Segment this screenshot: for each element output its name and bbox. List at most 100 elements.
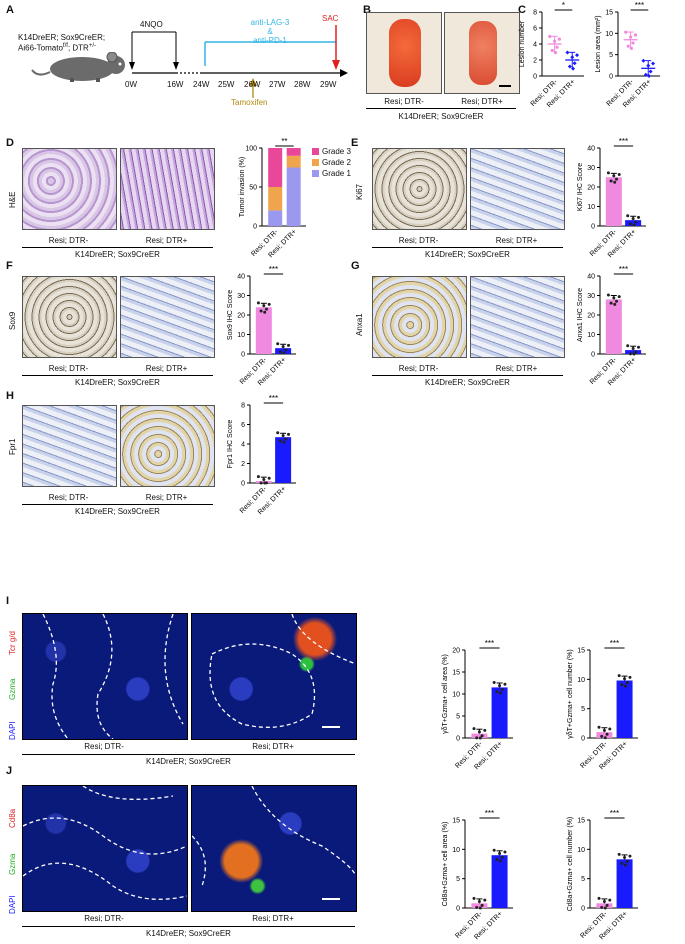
g-label-pos: Resi; DTR+ <box>495 364 538 373</box>
h-ytick-label: 6 <box>241 422 245 429</box>
c1-point <box>548 34 552 39</box>
i2-point <box>603 736 607 740</box>
i1-ytick-label: 5 <box>456 714 460 721</box>
c1-ytick-label: 0 <box>533 74 537 81</box>
d-bar-grade2 <box>286 155 301 168</box>
mouse-genotype-line2: Ai66-Tomatof/f; DTR+/- <box>18 43 96 53</box>
i2-point <box>605 732 609 736</box>
i2-point <box>602 728 606 732</box>
tick-0w: 0W <box>125 80 137 89</box>
e-sig-label: *** <box>619 137 628 146</box>
c1-ytick-label: 2 <box>533 58 537 65</box>
sac-label: SAC <box>322 14 339 23</box>
i2-point <box>628 675 632 679</box>
e-point <box>617 172 621 176</box>
h-point <box>262 477 266 481</box>
h-divider <box>22 504 213 505</box>
c2-point <box>626 44 630 48</box>
if-image-j-pos <box>191 785 357 912</box>
e-point <box>612 174 616 178</box>
f-point <box>287 343 291 347</box>
i2-point <box>625 681 629 685</box>
immuno-label-1: anti-LAG-3 <box>250 18 290 27</box>
he-image-pos <box>120 148 215 230</box>
i2-ytick-label: 10 <box>577 677 585 684</box>
e-ytick-label: 20 <box>587 185 595 192</box>
j1-point <box>475 906 479 910</box>
treatment-label: 4NQO <box>140 20 163 29</box>
i2-bar <box>616 680 633 738</box>
e-label-pos: Resi; DTR+ <box>495 236 538 245</box>
j1-ytick-label: 15 <box>452 818 460 825</box>
j-divider <box>22 926 355 927</box>
h-ytick-label: 2 <box>241 461 245 468</box>
c2-point <box>624 30 628 34</box>
tamoxifen-label: Tamoxifen <box>231 98 268 107</box>
c1-ytick-label: 8 <box>533 10 537 17</box>
h-ytick-label: 0 <box>241 481 245 488</box>
c1-point <box>571 66 576 71</box>
c2-point <box>648 69 653 74</box>
h-point <box>284 437 288 441</box>
j2-bar <box>616 859 633 908</box>
tick-25w: 25W <box>218 80 235 89</box>
d-bar-grade3 <box>268 148 283 187</box>
e-point <box>632 223 636 227</box>
c2-point <box>633 33 638 37</box>
i1-point <box>472 727 476 731</box>
tumor-photo-neg <box>366 12 442 94</box>
j1-point <box>503 850 507 854</box>
g-point <box>634 350 638 354</box>
h-point <box>259 481 263 485</box>
g-point <box>606 293 610 297</box>
c1-point <box>553 51 558 55</box>
j2-ylabel: Cd8a+Gzma+ cell number (%) <box>567 817 574 912</box>
immuno-label-2: & <box>267 27 273 36</box>
h-bar <box>275 437 292 483</box>
h-point <box>287 432 291 436</box>
legend-grade3: Grade 3 <box>322 147 351 156</box>
d-genotype: K14DreER; Sox9CreER <box>75 250 160 259</box>
j2-ytick-label: 0 <box>581 906 585 913</box>
j1-point <box>483 898 487 902</box>
if-image-i-pos <box>191 613 357 740</box>
i2-point <box>597 725 601 729</box>
d-label-neg: Resi; DTR- <box>48 236 89 245</box>
h-point <box>267 476 271 480</box>
panel-label-d: D <box>6 137 14 149</box>
i2-point <box>617 674 621 678</box>
panel-label-a: A <box>6 4 14 16</box>
f-divider <box>22 375 213 376</box>
anxa1-image-pos <box>470 276 565 358</box>
e-genotype: K14DreER; Sox9CreER <box>425 250 510 259</box>
f-point <box>263 310 267 314</box>
f-ytick-label: 30 <box>237 293 245 300</box>
j2-point <box>600 906 604 910</box>
j2-point <box>597 896 601 900</box>
h-label-neg: Resi; DTR- <box>48 493 89 502</box>
tick-26w: 26W <box>244 80 261 89</box>
i-divider <box>22 754 355 755</box>
c1-ytick-label: 4 <box>533 42 537 49</box>
i1-point <box>500 688 504 692</box>
i2-ytick-label: 0 <box>581 736 585 743</box>
d-bar-grade1 <box>286 167 301 226</box>
e-ytick-label: 0 <box>591 224 595 231</box>
f-bar <box>275 348 292 354</box>
g-bar <box>605 299 622 354</box>
i1-point <box>498 691 502 695</box>
e-ytick-label: 40 <box>587 146 595 153</box>
g-point <box>631 347 635 351</box>
legend-grade2: Grade 2 <box>322 158 351 167</box>
f-ytick-label: 0 <box>241 352 245 359</box>
i2-bar <box>596 732 613 738</box>
c2-point <box>647 74 652 78</box>
e-ylabel: Ki67 IHC Score <box>577 163 584 211</box>
d-ytick-label: 50 <box>249 185 257 192</box>
g-ytick-label: 40 <box>587 274 595 281</box>
i-label-neg: Resi; DTR- <box>84 742 124 751</box>
j-genotype: K14DreER; Sox9CreER <box>146 929 231 938</box>
c1-point <box>553 39 557 43</box>
tumor-photo-pos <box>444 12 520 94</box>
f-genotype: K14DreER; Sox9CreER <box>75 378 160 387</box>
